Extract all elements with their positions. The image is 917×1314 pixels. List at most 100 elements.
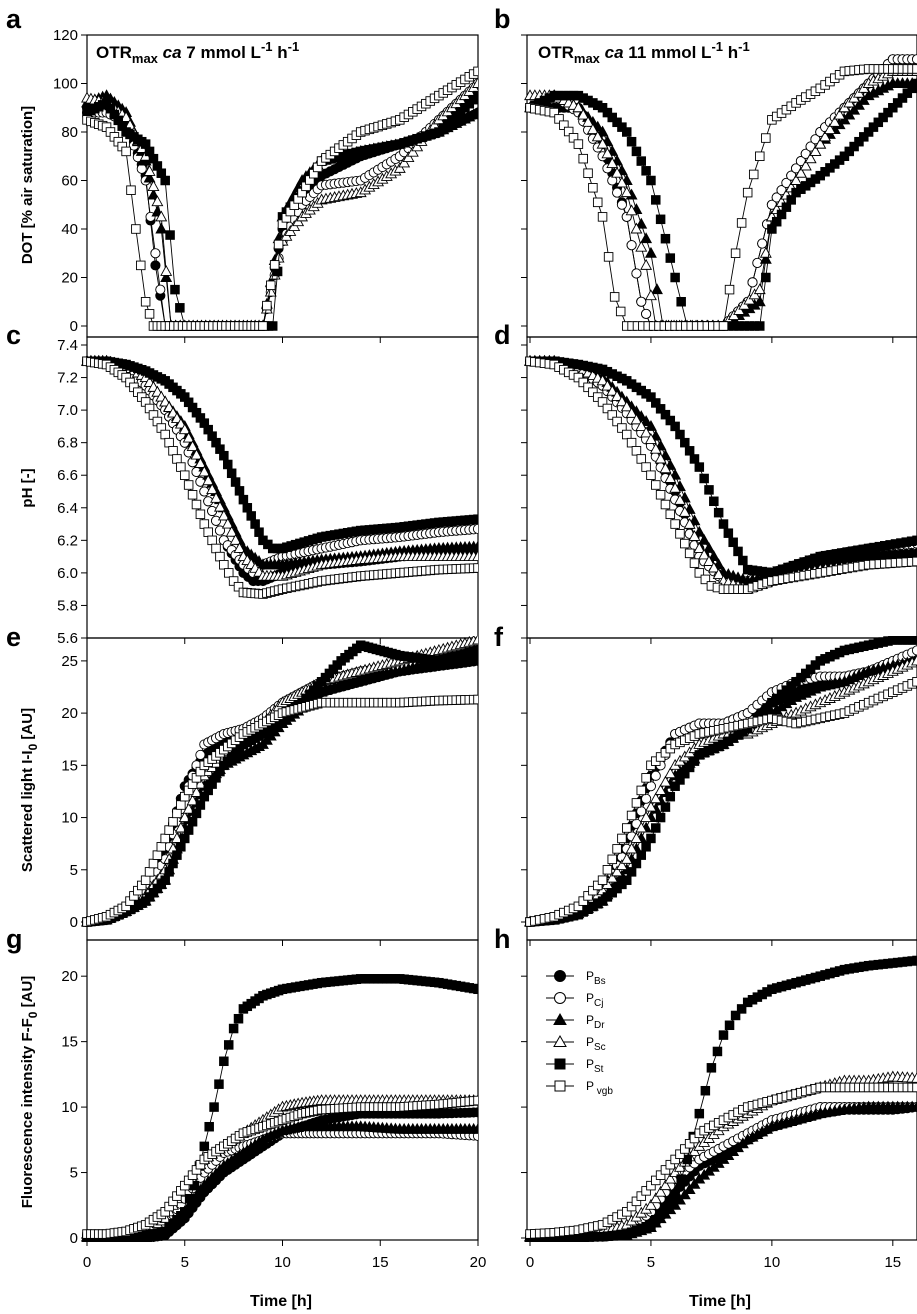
point-pst [755, 321, 765, 331]
panel-letter-b: b [494, 4, 511, 34]
point-psc [620, 852, 633, 864]
point-pst [246, 511, 256, 521]
point-psc [620, 186, 633, 198]
point-psc [582, 115, 595, 127]
point-pst [733, 546, 743, 557]
point-psc [674, 1160, 686, 1172]
point-pvgb [262, 300, 272, 311]
point-pcj [911, 54, 917, 65]
point-pst [636, 850, 647, 860]
point-pvgb [684, 548, 695, 559]
panel-c-ytick-label: 5.6 [57, 630, 78, 647]
series-line-pbs [529, 660, 917, 923]
point-psc [644, 800, 657, 812]
point-pcj [757, 238, 768, 249]
point-pst [873, 117, 884, 128]
point-psc [804, 152, 817, 164]
point-pdr [472, 1122, 478, 1134]
panel-a-ytick-label: 60 [61, 173, 78, 190]
point-pst [854, 136, 864, 147]
point-pvgb [615, 306, 626, 317]
point-psc [178, 811, 191, 823]
panel-f-series [524, 636, 917, 928]
point-pvgb [631, 798, 642, 808]
panel-c-ytick-label: 7.0 [57, 402, 78, 419]
point-pst [670, 421, 680, 432]
point-pst [228, 1023, 239, 1034]
point-psc [572, 101, 585, 113]
panel-f [521, 636, 917, 946]
point-pcj [136, 163, 147, 174]
panel-d [521, 336, 917, 644]
point-pdr [472, 106, 478, 118]
point-psc [611, 865, 624, 877]
point-pvgb [597, 875, 608, 885]
point-pst [223, 1040, 234, 1050]
point-pvgb [195, 509, 206, 520]
point-pvgb [588, 183, 598, 193]
point-pst [761, 272, 771, 283]
point-pst [160, 875, 170, 885]
point-pst [684, 762, 695, 773]
point-pvgb [126, 185, 136, 195]
point-pvgb [573, 139, 584, 149]
point-psc [611, 390, 624, 401]
point-pcj [650, 770, 661, 781]
legend-label-pvgb: P vgb [586, 1079, 613, 1097]
point-pvgb [730, 248, 741, 258]
point-pst [682, 1154, 692, 1165]
point-pvgb [660, 1165, 671, 1175]
point-psc [190, 448, 203, 460]
point-psc [577, 108, 590, 120]
point-psc [814, 137, 827, 149]
panel-h-series [524, 955, 917, 1242]
panel-a-ytick-label: 20 [61, 270, 78, 287]
point-pvgb [172, 808, 182, 819]
point-psc [213, 500, 226, 512]
point-pvgb [266, 280, 276, 291]
point-pst [602, 107, 613, 118]
point-psc [649, 442, 662, 454]
panel-g-xtick-label: 10 [274, 1254, 291, 1271]
point-pst [223, 459, 233, 470]
point-pvgb [755, 151, 765, 161]
point-pst [209, 1102, 219, 1112]
point-pvgb [631, 446, 642, 456]
panel-e-series [81, 636, 478, 928]
point-pvgb [203, 527, 213, 537]
panel-b-frame [526, 34, 917, 338]
point-pdr [640, 232, 653, 244]
point-pvgb [168, 446, 178, 456]
point-pst [254, 527, 264, 537]
point-pvgb [559, 120, 569, 130]
point-psc [596, 374, 609, 386]
point-pst [728, 537, 738, 548]
point-pst [626, 867, 637, 877]
panel-b-series [524, 54, 917, 332]
point-pdr [703, 542, 715, 553]
point-pst [912, 955, 917, 966]
point-pst [665, 253, 676, 263]
point-psc [190, 786, 203, 797]
point-pvgb [131, 224, 141, 234]
point-pvgb [680, 1144, 690, 1154]
legend-item-pst: PSt [546, 1057, 604, 1075]
point-pst [888, 102, 898, 113]
point-pst [912, 78, 917, 89]
point-pvgb [626, 1201, 637, 1212]
panel-g-series [81, 974, 478, 1242]
point-pst [631, 146, 642, 157]
point-pst [646, 1220, 656, 1230]
point-psc [198, 465, 211, 477]
point-pvgb [646, 470, 656, 480]
point-pvgb [736, 218, 747, 228]
point-pvgb [176, 462, 186, 472]
point-pvgb [211, 543, 221, 554]
point-pst [160, 175, 170, 186]
point-pvgb [636, 454, 647, 464]
panel-a-series [81, 66, 478, 332]
point-psc [654, 783, 667, 795]
point-pvgb [660, 499, 671, 510]
point-pvgb [176, 800, 186, 810]
panel-e-ytick-label: 5 [70, 862, 78, 879]
